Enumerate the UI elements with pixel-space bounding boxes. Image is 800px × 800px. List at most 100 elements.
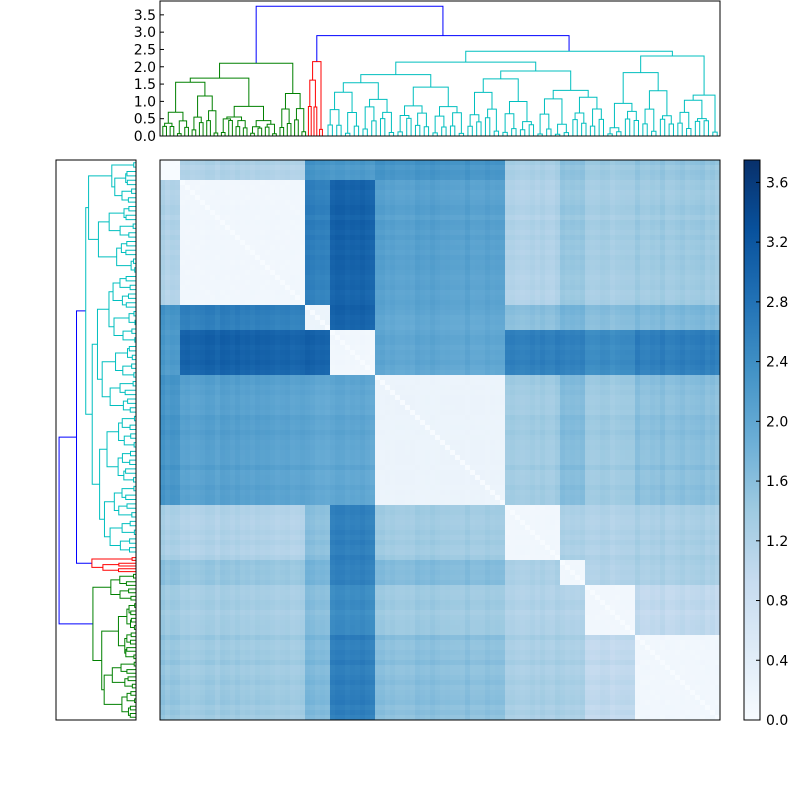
heatmap-cell [615,225,621,231]
heatmap-cell [475,325,481,331]
heatmap-cell [470,255,476,261]
heatmap-cell [630,220,636,226]
heatmap-cell [630,170,636,176]
heatmap-cell [665,310,671,316]
heatmap-cell [290,185,296,191]
heatmap-cell [450,340,456,346]
heatmap-cell [670,285,676,291]
heatmap-cell [420,260,426,266]
heatmap-cell [290,310,296,316]
heatmap-cell [515,330,521,336]
heatmap-cell [715,355,721,361]
heatmap-cell [665,225,671,231]
heatmap-cell [370,330,376,336]
heatmap-cell [365,240,371,246]
heatmap-cell [610,195,616,201]
heatmap-cell [285,310,291,316]
heatmap-cell [680,255,686,261]
heatmap-cell [530,320,536,326]
heatmap-cell [355,200,361,206]
heatmap-cell [270,285,276,291]
heatmap-cell [410,185,416,191]
top-dendrogram-link [484,117,491,136]
heatmap-cell [550,205,556,211]
heatmap-cell [320,200,326,206]
heatmap-cell [535,175,541,181]
heatmap-cell [540,210,546,216]
heatmap-cell [665,235,671,241]
top-dendrogram-link [668,123,674,136]
heatmap-cell [615,220,621,226]
heatmap-cell [430,340,436,346]
heatmap-cell [475,165,481,171]
heatmap-cell [470,225,476,231]
heatmap-cell [690,190,696,196]
heatmap-cell [165,355,171,361]
heatmap-cell [380,360,386,366]
top-dendrogram-link [237,120,246,128]
heatmap-cell [655,330,661,336]
heatmap-cell [420,365,426,371]
top-dendrogram-link [648,90,668,116]
heatmap-cell [400,180,406,186]
heatmap-cell [185,225,191,231]
left-dendrogram-link [121,295,129,306]
heatmap-cell [605,195,611,201]
heatmap-cell [685,330,691,336]
heatmap-cell [590,325,596,331]
heatmap-cell [615,235,621,241]
heatmap-cell [670,325,676,331]
heatmap-cell [175,285,181,291]
heatmap-cell [620,285,626,291]
left-dendrogram-link [122,400,131,411]
heatmap-cell [225,235,231,241]
heatmap-cell [405,340,411,346]
heatmap-cell [260,260,266,266]
heatmap-cell [420,185,426,191]
heatmap-cell [425,185,431,191]
heatmap-cell [185,165,191,171]
heatmap-cell [240,180,246,186]
heatmap-cell [310,225,316,231]
heatmap-cell [715,320,721,326]
heatmap-cell [595,195,601,201]
heatmap-cell [560,215,566,221]
heatmap-cell [315,270,321,276]
heatmap-cell [465,340,471,346]
heatmap-cell [230,220,236,226]
heatmap-cell [465,235,471,241]
heatmap-cell [200,270,206,276]
heatmap-cell [200,200,206,206]
heatmap-cell [425,270,431,276]
heatmap-cell [185,355,191,361]
heatmap-cell [585,335,591,341]
heatmap-cell [475,365,481,371]
heatmap-cell [280,305,286,311]
heatmap-cell [370,310,376,316]
heatmap-cell [525,365,531,371]
heatmap-cell [595,220,601,226]
heatmap-cell [265,225,271,231]
top-dendrogram-link [379,118,386,136]
heatmap-cell [165,230,171,236]
heatmap-cell [715,275,721,281]
heatmap-cell [530,250,536,256]
heatmap-cell [520,215,526,221]
heatmap-cell [520,180,526,186]
heatmap-cell [530,360,536,366]
heatmap-cell [350,185,356,191]
heatmap-cell [640,235,646,241]
heatmap-cell [235,330,241,336]
heatmap-cell [550,240,556,246]
heatmap-cell [235,305,241,311]
heatmap-cell [420,170,426,176]
heatmap-cell [475,305,481,311]
heatmap-cell [460,290,466,296]
heatmap-cell [245,220,251,226]
heatmap-cell [265,330,271,336]
left-dendrogram-link [127,707,131,716]
heatmap-cell [260,220,266,226]
heatmap-cell [625,360,631,366]
heatmap-cell [505,185,511,191]
heatmap-cell [575,170,581,176]
